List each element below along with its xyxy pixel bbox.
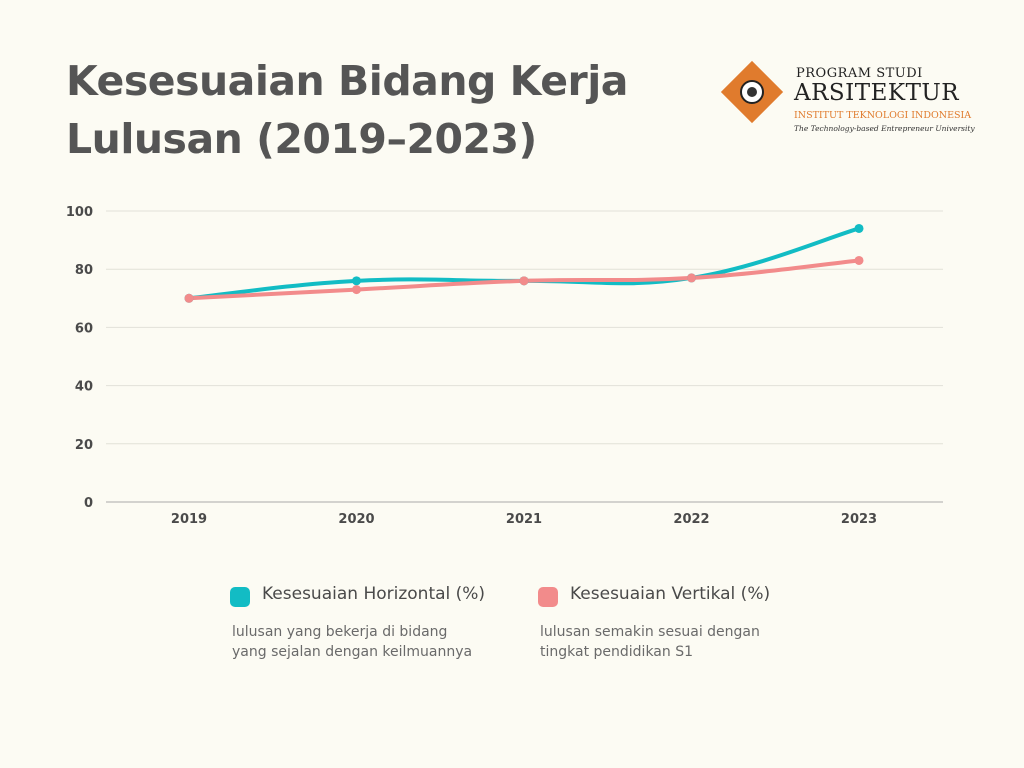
legend-description-horizontal: lulusan yang bekerja di bidang yang seja… (232, 622, 492, 662)
university-emblem-icon (740, 80, 764, 104)
x-tick-label-2021: 2021 (506, 512, 542, 527)
data-point-vertical-2020 (352, 285, 361, 295)
logo-program-label: PROGRAM STUDI (796, 66, 923, 81)
y-tick-label-100: 100 (66, 205, 93, 220)
legend-description-horizontal-line-2: yang sejalan dengan keilmuannya (232, 644, 473, 660)
logo-institute-name: INSTITUT TEKNOLOGI INDONESIA (794, 110, 972, 121)
y-axis-ticks: 0 20 40 60 80 100 (66, 205, 93, 511)
legend-description-vertical-line-2: tingkat pendidikan S1 (540, 644, 694, 660)
data-point-vertical-2022 (687, 273, 696, 283)
logo-tagline: The Technology-based Entrepreneur Univer… (794, 124, 975, 133)
title-line-2: Lulusan (2019–2023) (66, 115, 537, 163)
data-point-vertical-2023 (854, 255, 864, 265)
legend-label-vertical: Kesesuaian Vertikal (%) (570, 584, 771, 604)
x-tick-label-2020: 2020 (338, 512, 374, 527)
legend-description-vertical-line-1: lulusan semakin sesuai dengan (540, 624, 760, 640)
legend-label-horizontal: Kesesuaian Horizontal (%) (262, 584, 486, 604)
program-logo: PROGRAM STUDI ARSITEKTUR INSTITUT TEKNOL… (720, 60, 986, 138)
legend-swatch-horizontal (230, 587, 250, 607)
chart-gridlines (106, 210, 943, 503)
data-point-horizontal-2023 (854, 223, 864, 233)
x-axis-ticks: 2019 2020 2021 2022 2023 (171, 512, 877, 527)
y-tick-label-20: 20 (75, 438, 93, 453)
x-tick-label-2022: 2022 (673, 512, 709, 527)
data-point-vertical-2019 (184, 293, 194, 303)
series-line-horizontal (187, 226, 861, 301)
legend-swatch-vertical (538, 587, 558, 607)
data-point-horizontal-2020 (352, 276, 361, 286)
y-tick-label-0: 0 (84, 496, 93, 511)
x-tick-label-2023: 2023 (841, 512, 877, 527)
title-line-1: Kesesuaian Bidang Kerja (66, 57, 628, 105)
x-tick-label-2019: 2019 (171, 512, 207, 527)
y-tick-label-60: 60 (75, 321, 93, 336)
legend-description-horizontal-line-1: lulusan yang bekerja di bidang (232, 624, 448, 640)
line-chart: 0 20 40 60 80 100 2019 2020 2021 2022 2023 (66, 205, 943, 527)
y-tick-label-80: 80 (75, 263, 93, 278)
chart-series (184, 223, 864, 303)
logo-department-name: ARSITEKTUR (794, 80, 960, 106)
legend-description-vertical: lulusan semakin sesuai dengan tingkat pe… (540, 622, 800, 662)
data-point-vertical-2021 (519, 276, 529, 286)
y-tick-label-40: 40 (75, 380, 93, 395)
page-title: Kesesuaian Bidang Kerja Lulusan (2019–20… (66, 52, 628, 168)
